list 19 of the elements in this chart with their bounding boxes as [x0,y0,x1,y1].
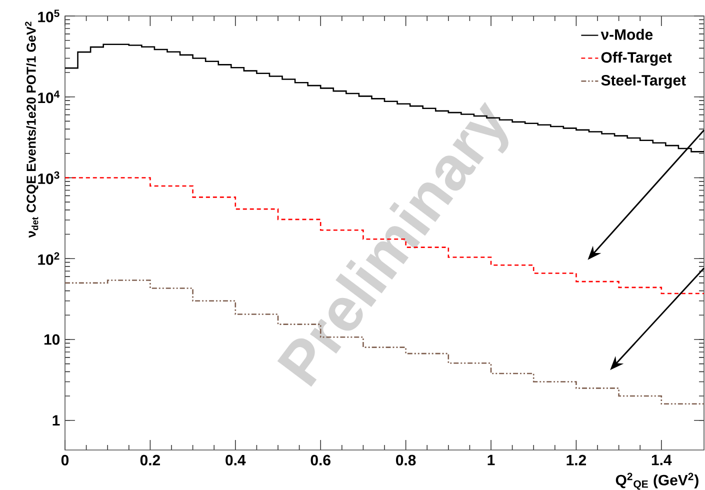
legend-label: Off-Target [601,52,672,66]
x-tick-label: 1.4 [652,454,672,466]
x-tick-label: 0.4 [226,454,246,466]
x-tick-label: 0 [61,454,69,466]
x-tick-label: 1 [488,454,495,466]
y-tick-label: 10$^{4}$ [38,90,60,104]
y-tick-label: 10$^{3}$ [38,171,60,184]
y-tick-label: 10$^{5}$ [38,10,60,22]
y-tick-label: 10 [44,334,60,345]
y-tick-label: 1 [52,415,60,426]
y-tick-label: 10$^{2}$ [38,252,60,265]
x-tick-label: 0.2 [140,454,160,466]
x-tick-label: 0.6 [310,454,330,466]
x-axis-title: Q$^{2}$$_{QE}$ (GeV$^{2}$) [616,472,698,490]
legend-label: Steel-Target [601,74,686,89]
legend-label: ν-Mode [600,28,653,40]
x-tick-label: 0.8 [396,454,416,466]
x-tick-label: 1.2 [566,454,586,466]
y-axis-title: ν$_{det}$ CCQE Events/1e20 POT/1 GeV$^{2}$ [25,22,38,238]
